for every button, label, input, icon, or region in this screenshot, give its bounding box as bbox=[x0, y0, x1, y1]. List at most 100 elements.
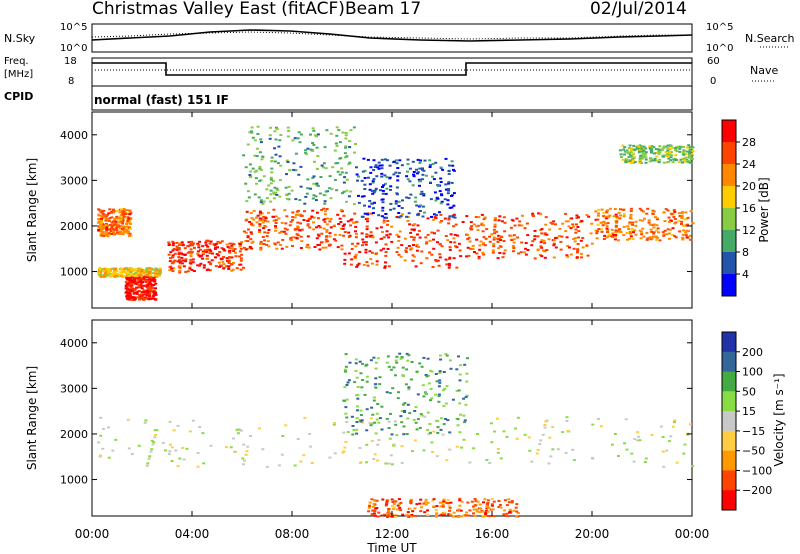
data-cell bbox=[392, 160, 396, 163]
data-cell bbox=[371, 509, 375, 512]
data-cell bbox=[440, 200, 444, 203]
data-cell bbox=[641, 157, 645, 160]
data-cell bbox=[629, 217, 633, 220]
data-cell bbox=[353, 255, 357, 258]
data-cell bbox=[146, 284, 149, 287]
data-cell bbox=[498, 252, 502, 254]
data-cell bbox=[359, 462, 362, 465]
data-cell bbox=[99, 270, 103, 273]
data-cell bbox=[448, 248, 452, 251]
data-cell bbox=[420, 250, 424, 253]
data-cell bbox=[137, 271, 141, 274]
data-cell bbox=[237, 255, 241, 258]
data-cell bbox=[376, 166, 380, 169]
data-cell bbox=[318, 248, 322, 251]
data-cell bbox=[170, 267, 174, 270]
data-cell bbox=[246, 190, 250, 193]
data-cell bbox=[102, 427, 105, 430]
data-cell bbox=[353, 257, 357, 259]
data-cell bbox=[663, 220, 667, 223]
data-cell bbox=[178, 258, 182, 261]
data-cell bbox=[407, 515, 411, 518]
data-cell bbox=[188, 266, 192, 269]
data-cell bbox=[397, 498, 401, 501]
data-cell bbox=[174, 449, 178, 452]
data-cell bbox=[439, 181, 443, 183]
data-cell bbox=[622, 208, 626, 211]
data-cell bbox=[496, 257, 500, 260]
data-cell bbox=[496, 241, 500, 243]
data-cell bbox=[611, 232, 615, 235]
data-cell bbox=[414, 514, 418, 517]
data-cell bbox=[440, 193, 443, 196]
data-cell bbox=[151, 287, 154, 290]
data-cell bbox=[493, 230, 497, 232]
data-cell bbox=[554, 223, 557, 226]
data-cell bbox=[573, 240, 577, 243]
data-cell bbox=[650, 146, 654, 149]
data-cell bbox=[662, 234, 666, 237]
data-cell bbox=[684, 231, 688, 234]
data-cell bbox=[400, 421, 404, 424]
data-cell bbox=[334, 142, 338, 145]
data-cell bbox=[312, 182, 316, 185]
data-cell bbox=[575, 256, 579, 259]
data-cell bbox=[361, 421, 365, 424]
data-cell bbox=[189, 252, 193, 255]
data-cell bbox=[172, 429, 176, 432]
data-cell bbox=[624, 160, 628, 163]
data-cell bbox=[458, 499, 462, 502]
data-cell bbox=[540, 246, 544, 249]
data-cell bbox=[619, 208, 622, 211]
data-cell bbox=[614, 226, 618, 229]
data-cell bbox=[98, 228, 102, 230]
data-cell bbox=[333, 149, 337, 152]
data-cell bbox=[425, 375, 429, 378]
data-cell bbox=[130, 297, 134, 300]
data-cell bbox=[445, 263, 449, 266]
data-cell bbox=[416, 233, 419, 236]
data-cell bbox=[426, 429, 430, 431]
data-cell bbox=[285, 197, 289, 200]
data-cell bbox=[637, 151, 641, 154]
data-cell bbox=[336, 170, 340, 173]
data-cell bbox=[458, 402, 462, 405]
data-cell bbox=[462, 397, 466, 400]
data-cell bbox=[270, 156, 274, 159]
nsearch-tick-top: 10^5 bbox=[706, 22, 733, 33]
data-cell bbox=[273, 130, 277, 133]
data-cell bbox=[445, 501, 449, 504]
data-cell bbox=[564, 230, 568, 233]
data-cell bbox=[326, 217, 330, 220]
data-cell bbox=[370, 212, 374, 215]
data-cell bbox=[422, 356, 426, 359]
data-cell bbox=[368, 183, 372, 186]
data-cell bbox=[373, 201, 376, 204]
data-cell bbox=[225, 257, 229, 260]
data-cell bbox=[412, 238, 416, 241]
data-cell bbox=[369, 171, 373, 174]
data-cell bbox=[648, 223, 652, 226]
data-cell bbox=[248, 174, 252, 176]
data-cell bbox=[171, 242, 175, 245]
data-cell bbox=[503, 221, 507, 224]
data-cell bbox=[154, 287, 157, 290]
data-cell bbox=[429, 388, 433, 390]
data-cell bbox=[452, 237, 456, 240]
data-cell bbox=[374, 386, 378, 389]
data-cell bbox=[328, 456, 332, 459]
data-cell bbox=[380, 428, 384, 431]
data-cell bbox=[306, 187, 310, 190]
data-cell bbox=[152, 293, 156, 295]
nsearch-tick-bottom: 10^0 bbox=[706, 43, 733, 54]
data-cell bbox=[671, 234, 675, 236]
data-cell bbox=[614, 230, 618, 233]
data-cell bbox=[382, 184, 386, 187]
data-cell bbox=[615, 220, 619, 223]
data-cell bbox=[418, 205, 421, 208]
data-cell bbox=[689, 161, 693, 164]
data-cell bbox=[430, 441, 434, 444]
data-cell bbox=[238, 250, 242, 253]
data-cell bbox=[669, 435, 673, 438]
data-cell bbox=[298, 141, 302, 144]
